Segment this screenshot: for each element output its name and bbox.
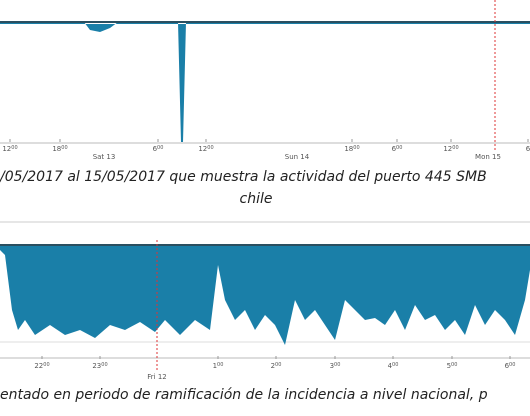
tick-hour: 2	[271, 362, 275, 370]
tick-hour: 6	[392, 145, 397, 153]
caption: /05/2017 al 15/05/2017 que muestra la ac…	[0, 169, 487, 185]
x-tick-label: 1800	[344, 145, 359, 153]
x-tick-label: 200	[271, 362, 282, 370]
tick-hour: 3	[330, 362, 334, 370]
tick-hour: 5	[447, 362, 451, 370]
day-label: Mon 15	[475, 153, 501, 161]
x-tick-label: 2300	[92, 362, 107, 370]
tick-hour: 18	[52, 145, 61, 153]
tick-minute: 00	[275, 362, 281, 368]
tick-hour: 6	[526, 145, 530, 153]
x-tick-label: 600	[505, 362, 516, 370]
tick-minute: 00	[61, 145, 67, 151]
tick-hour: 4	[388, 362, 393, 370]
tick-hour: 18	[344, 145, 353, 153]
tick-hour: 6	[505, 362, 510, 370]
tick-minute: 00	[452, 145, 458, 151]
day-label: Sat 13	[93, 153, 116, 161]
tick-minute: 00	[396, 145, 402, 151]
tick-minute: 00	[353, 145, 359, 151]
tick-minute: 00	[451, 362, 457, 368]
x-tick-label: 1200	[443, 145, 458, 153]
x-tick-label: 300	[330, 362, 341, 370]
tick-minute: 00	[43, 362, 49, 368]
day-label: Sun 14	[285, 153, 310, 161]
tick-hour: 22	[34, 362, 43, 370]
tick-minute: 00	[509, 362, 515, 368]
x-tick-label: 1200	[198, 145, 213, 153]
tick-minute: 00	[392, 362, 398, 368]
area	[0, 22, 530, 142]
x-tick-label: 100	[213, 362, 224, 370]
day-label: Fri 12	[147, 373, 166, 381]
x-tick-label: 600	[153, 145, 164, 153]
tick-minute: 00	[11, 145, 17, 151]
x-tick-label: 500	[447, 362, 458, 370]
tick-hour: 1	[213, 362, 217, 370]
x-tick-label: 2200	[34, 362, 49, 370]
tick-minute: 00	[207, 145, 213, 151]
caption: entado en periodo de ramificación de la …	[0, 387, 488, 403]
x-tick-label: 400	[388, 362, 399, 370]
tick-hour: 23	[92, 362, 101, 370]
tick-minute: 00	[217, 362, 223, 368]
x-tick-label: 6	[526, 145, 530, 153]
tick-minute: 00	[101, 362, 107, 368]
tick-hour: 12	[198, 145, 207, 153]
area	[0, 245, 530, 345]
x-tick-label: 600	[392, 145, 403, 153]
x-tick-label: 1800	[52, 145, 67, 153]
figure-1: /05/2017 al 15/05/2017 que muestra la ac…	[0, 0, 530, 207]
tick-minute: 00	[334, 362, 340, 368]
x-tick-label: 1200	[2, 145, 17, 153]
tick-hour: 12	[443, 145, 452, 153]
tick-hour: 6	[153, 145, 158, 153]
caption: chile	[240, 191, 273, 207]
tick-hour: 12	[2, 145, 11, 153]
tick-minute: 00	[157, 145, 163, 151]
figure-2: entado en periodo de ramificación de la …	[0, 240, 530, 403]
